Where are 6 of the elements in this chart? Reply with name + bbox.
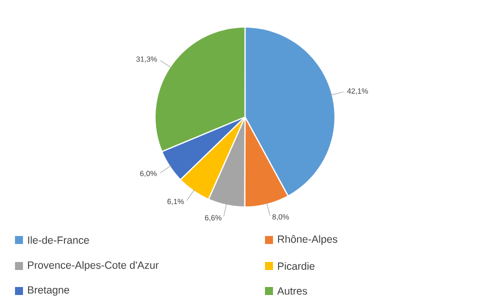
legend-label: Provence-Alpes-Cote d'Azur — [28, 261, 159, 271]
legend-label: Bretagne — [28, 286, 70, 296]
legend-label: Picardie — [278, 262, 315, 270]
legend-label: Autres — [277, 287, 308, 295]
legend-label: Rhône-Alpes — [278, 235, 338, 245]
legend-label: Ile-de-France — [28, 236, 89, 244]
